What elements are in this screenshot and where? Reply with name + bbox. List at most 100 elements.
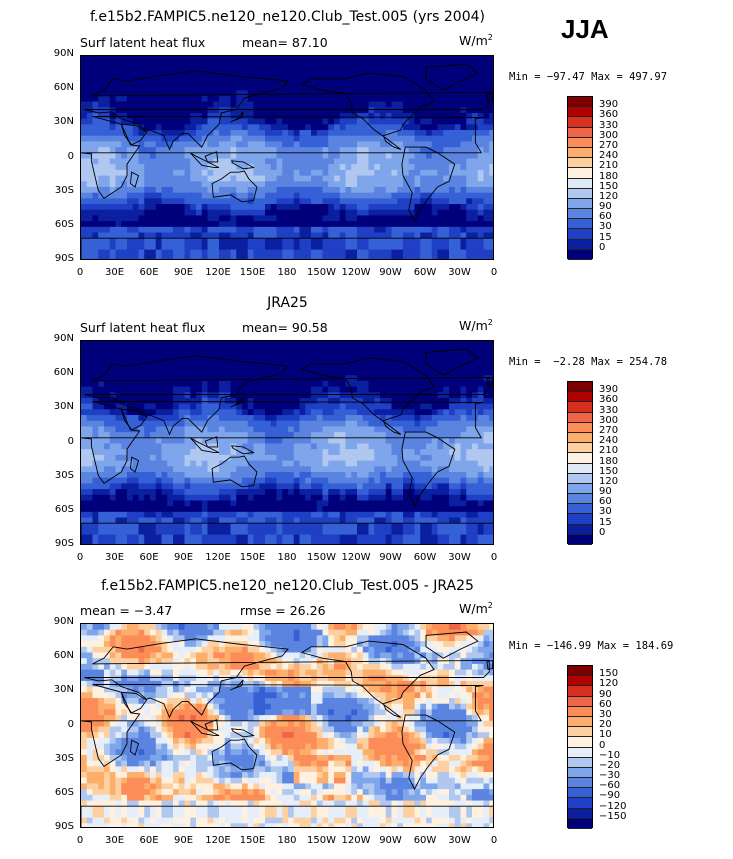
field-cell — [247, 494, 255, 502]
field-cell — [316, 403, 324, 410]
field-cell — [362, 141, 370, 148]
field-cell — [316, 243, 324, 251]
field-cell — [92, 466, 99, 473]
field-cell — [167, 437, 174, 445]
field-cell — [150, 130, 157, 137]
field-cell — [115, 392, 122, 399]
field-cell — [431, 232, 439, 239]
field-cell — [259, 124, 266, 131]
field-cell — [98, 432, 105, 439]
field-cell — [104, 528, 111, 536]
field-cell — [374, 118, 381, 125]
field-cell — [161, 249, 168, 256]
field-cell — [316, 101, 324, 108]
field-cell — [288, 186, 295, 194]
field-cell — [305, 415, 312, 422]
field-cell — [247, 443, 255, 450]
field-cell — [380, 358, 387, 365]
field-cell — [167, 420, 174, 428]
field-cell — [293, 420, 301, 428]
field-cell — [236, 449, 243, 456]
field-cell — [414, 249, 421, 256]
field-cell — [426, 130, 433, 137]
field-cell — [86, 443, 94, 450]
field-cell — [155, 534, 163, 541]
field-cell — [219, 164, 226, 171]
field-cell — [109, 152, 117, 160]
field-cell — [155, 409, 163, 416]
field-cell — [219, 73, 226, 80]
field-cell — [293, 528, 301, 536]
field-cell — [196, 181, 203, 188]
field-cell — [362, 243, 370, 251]
field-cell — [288, 466, 295, 473]
field-cell — [322, 494, 329, 502]
field-cell — [345, 466, 352, 473]
field-cell — [104, 84, 111, 91]
field-cell — [397, 506, 404, 513]
field-cell — [420, 341, 427, 348]
field-cell — [127, 130, 134, 137]
field-cell — [351, 454, 358, 462]
field-cell — [345, 420, 352, 428]
field-cell — [270, 506, 278, 513]
field-cell — [86, 352, 94, 359]
field-cell — [472, 84, 479, 91]
field-cell — [190, 215, 197, 222]
field-cell — [288, 477, 295, 484]
field-cell — [305, 78, 312, 86]
field-cell — [403, 243, 410, 251]
field-cell — [138, 130, 145, 137]
field-cell — [351, 511, 358, 519]
field-cell — [357, 489, 364, 496]
field-cell — [259, 78, 266, 86]
field-cell — [207, 489, 214, 496]
field-cell — [86, 67, 94, 74]
field-cell — [328, 175, 335, 182]
field-cell — [380, 500, 387, 507]
field-cell — [196, 500, 203, 507]
field-cell — [104, 209, 111, 217]
field-cell — [155, 346, 163, 353]
field-cell — [322, 78, 329, 86]
field-cell — [293, 363, 301, 371]
field-cell — [253, 186, 260, 194]
field-cell — [408, 56, 416, 63]
field-cell — [316, 489, 324, 496]
field-cell — [230, 500, 237, 507]
field-cell — [196, 471, 203, 479]
field-cell — [391, 500, 398, 507]
field-cell — [178, 392, 186, 399]
field-cell — [190, 534, 197, 541]
field-cell — [230, 483, 237, 490]
field-cell — [276, 517, 283, 524]
field-cell — [230, 73, 237, 80]
field-cell — [184, 437, 191, 445]
field-cell — [150, 392, 157, 399]
field-cell — [150, 369, 157, 376]
field-cell — [316, 175, 324, 182]
field-cell — [414, 511, 421, 519]
field-cell — [322, 255, 329, 259]
field-cell — [201, 460, 209, 467]
field-cell — [397, 415, 404, 422]
field-cell — [472, 107, 479, 114]
field-cell — [190, 90, 197, 97]
field-cell — [351, 232, 358, 239]
field-cell — [322, 483, 329, 490]
field-cell — [138, 118, 145, 125]
field-cell — [127, 511, 134, 519]
field-cell — [132, 215, 140, 222]
field-cell — [242, 540, 249, 544]
field-cell — [328, 124, 335, 131]
field-cell — [368, 112, 375, 120]
field-cell — [259, 454, 266, 462]
field-cell — [305, 449, 312, 456]
field-cell — [167, 209, 174, 217]
field-cell — [483, 249, 490, 256]
field-cell — [431, 130, 439, 137]
field-cell — [443, 169, 450, 177]
field-cell — [219, 186, 226, 194]
field-cell — [213, 460, 220, 467]
field-cell — [339, 494, 347, 502]
